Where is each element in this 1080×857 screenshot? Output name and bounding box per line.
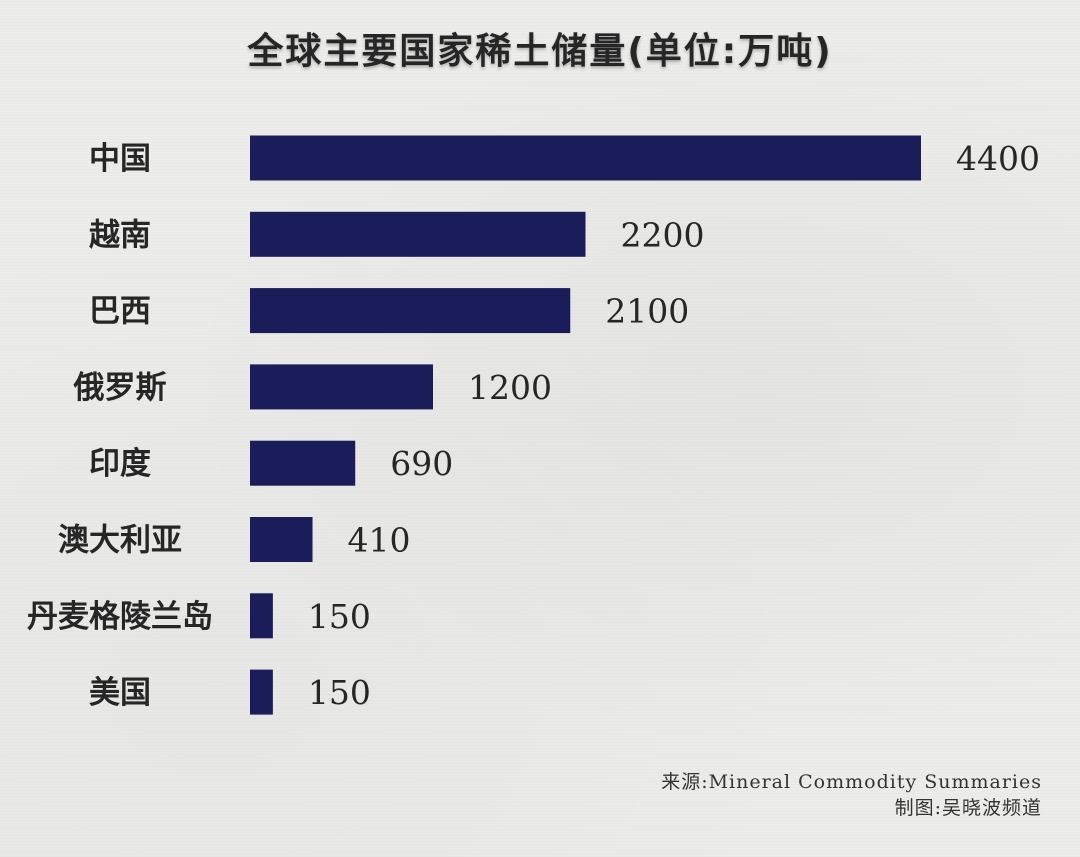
value-label: 150 xyxy=(308,673,371,712)
bar xyxy=(250,211,586,257)
category-label: 美国 xyxy=(89,675,151,711)
category-label: 中国 xyxy=(89,141,151,177)
bar xyxy=(250,593,273,639)
bar xyxy=(250,517,313,562)
category-label: 巴西 xyxy=(89,294,151,330)
category-label: 澳大利亚 xyxy=(58,523,182,559)
value-label: 1200 xyxy=(468,368,552,407)
value-label: 410 xyxy=(348,521,411,560)
bar xyxy=(250,440,356,486)
source-note: 来源:Mineral Commodity Summaries xyxy=(661,771,1042,793)
value-label: 2100 xyxy=(605,292,689,331)
value-label: 4400 xyxy=(956,139,1040,178)
bar xyxy=(250,135,921,181)
bar xyxy=(250,288,571,334)
chart-title: 全球主要国家稀土储量(单位:万吨) xyxy=(247,31,833,72)
category-label: 越南 xyxy=(89,217,151,253)
bar xyxy=(250,669,273,715)
bar xyxy=(250,364,433,410)
credit-note: 制图:吴晓波频道 xyxy=(894,797,1042,819)
category-label: 丹麦格陵兰岛 xyxy=(27,599,213,635)
value-label: 150 xyxy=(308,597,371,636)
value-label: 690 xyxy=(390,444,453,483)
value-label: 2200 xyxy=(621,215,705,254)
category-label: 印度 xyxy=(89,446,151,482)
category-label: 俄罗斯 xyxy=(73,370,167,406)
